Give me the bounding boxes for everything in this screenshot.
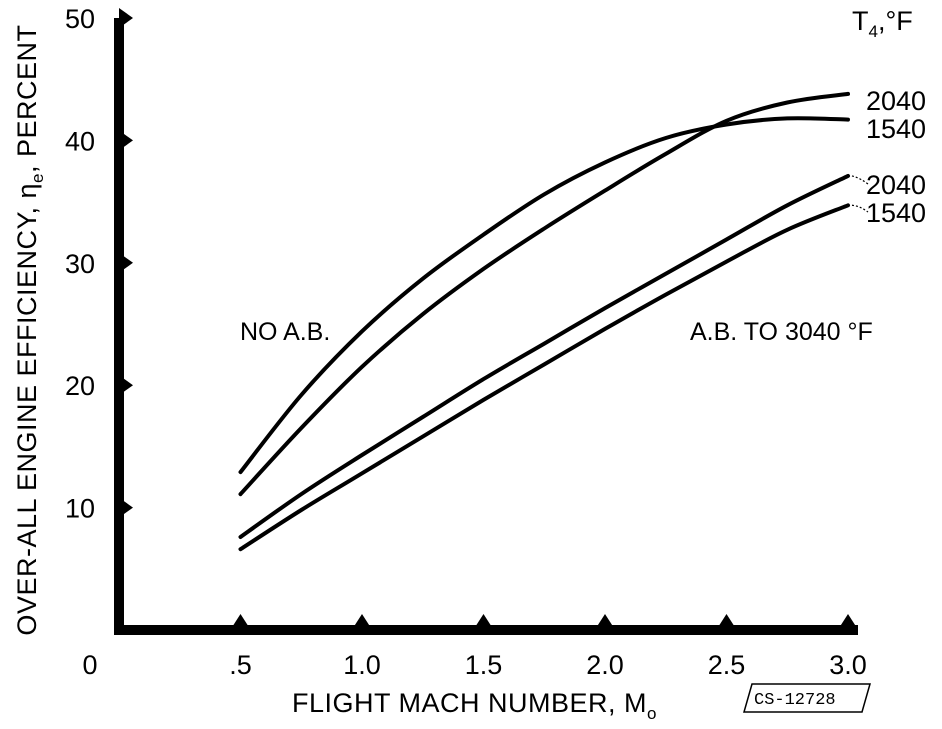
- y-tick-label: 30: [65, 249, 95, 279]
- x-tick-mark: [353, 614, 371, 628]
- y-tick-label: 40: [65, 126, 95, 156]
- y-tick-label: 10: [65, 494, 95, 524]
- y-tick-mark: [119, 375, 133, 396]
- series-end-label: 2040: [866, 86, 926, 116]
- series-line-0: [238, 116, 850, 475]
- series-line-3: [238, 203, 850, 552]
- labels-layer: T4,°F NO A.B. A.B. TO 3040 °F FLIGHT MAC…: [12, 6, 926, 723]
- x-tick-label: 3.0: [829, 650, 867, 680]
- y-tick-mark: [119, 8, 133, 28]
- series-end-label: 2040: [866, 170, 926, 200]
- series-leader-2: [851, 175, 869, 185]
- x-tick-label: 0: [82, 650, 97, 680]
- series-line-1: [238, 91, 850, 497]
- stamp-label: CS-12728: [754, 691, 836, 710]
- y-tick-label: 50: [65, 4, 95, 34]
- x-tick-mark: [231, 614, 250, 628]
- x-tick-mark: [474, 614, 493, 628]
- series-end-label: 1540: [866, 114, 926, 144]
- x-tick-label: 1.5: [465, 650, 503, 680]
- y-tick-mark: [119, 497, 133, 518]
- y-tick-mark: [119, 252, 133, 273]
- stamp-box: CS-12728: [743, 683, 871, 713]
- curves-layer: [238, 91, 850, 552]
- x-tick-mark: [596, 614, 614, 628]
- x-tick-label: .5: [229, 650, 252, 680]
- y-tick-label: 20: [65, 371, 95, 401]
- x-tick-label: 2.0: [586, 650, 624, 680]
- annotation-ab-to-3040: A.B. TO 3040 °F: [690, 318, 873, 346]
- x-axis-title: FLIGHT MACH NUMBER, Mo: [292, 688, 657, 723]
- x-tick-mark: [839, 614, 857, 628]
- series-line-2: [238, 173, 850, 539]
- y-axis-title: OVER-ALL ENGINE EFFICIENCY, ηe, PERCENT: [12, 24, 47, 635]
- x-tick-mark: [717, 614, 736, 628]
- legend-title: T4,°F: [852, 6, 913, 41]
- axes-layer: 10 20 30 40 50 0 .5 1.0 1.5 2.0 2.5 3.0: [65, 4, 867, 680]
- annotation-no-ab: NO A.B.: [240, 318, 330, 346]
- y-tick-mark: [119, 130, 133, 151]
- x-tick-label: 2.5: [708, 650, 746, 680]
- series-end-label: 1540: [866, 198, 926, 228]
- x-tick-label: 1.0: [343, 650, 381, 680]
- series-leader-3: [851, 204, 869, 213]
